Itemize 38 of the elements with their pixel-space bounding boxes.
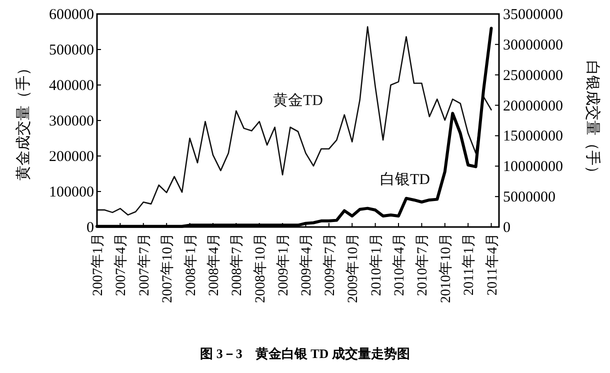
- y2-tick-label: 25000000: [503, 68, 563, 84]
- y2-tick-label: 35000000: [503, 7, 563, 23]
- x-tick-label: 2010年7月: [414, 233, 431, 296]
- x-tick-label: 2008年7月: [229, 233, 246, 296]
- y2-tick-label: 30000000: [503, 37, 563, 54]
- x-tick-label: 2007年7月: [136, 233, 152, 296]
- x-tick-label: 2010年4月: [392, 233, 408, 296]
- x-tick-label: 2008年10月: [252, 233, 268, 303]
- series-label: 白银TD: [380, 171, 430, 188]
- x-tick-label: 2009年7月: [322, 233, 338, 296]
- y-tick-label: 100000: [49, 184, 94, 200]
- x-tick-label: 2009年10月: [345, 233, 362, 303]
- y-tick-label: 400000: [49, 78, 94, 94]
- y-tick-label: 200000: [49, 149, 94, 165]
- x-tick-label: 2008年1月: [182, 233, 199, 296]
- y2-axis-title: 白银成交量（手）: [584, 60, 601, 180]
- y-tick-label: 500000: [49, 42, 94, 58]
- x-tick-label: 2010年10月: [438, 233, 454, 303]
- y-tick-label: 0: [86, 220, 94, 236]
- x-tick-label: 2010年1月: [368, 233, 384, 296]
- y-tick-label: 300000: [49, 114, 94, 130]
- y-tick-label: 600000: [49, 7, 94, 23]
- series-label: 黄金TD: [273, 92, 324, 109]
- x-tick-label: 2009年4月: [298, 233, 315, 296]
- x-tick-label: 2008年4月: [206, 233, 222, 296]
- x-tick-label: 2007年4月: [113, 233, 130, 296]
- x-tick-label: 2009年1月: [276, 233, 292, 296]
- y2-tick-label: 10000000: [503, 159, 563, 176]
- y-axis-title: 黄金成交量（手）: [15, 60, 32, 180]
- y2-tick-label: 0: [503, 220, 510, 236]
- x-tick-label: 2011年1月: [461, 233, 478, 296]
- text: 图 3－3 黄金白银 TD 成交量走势图: [200, 346, 410, 361]
- y2-tick-label: 15000000: [503, 128, 563, 145]
- y2-tick-label: 5000000: [503, 190, 556, 206]
- y2-tick-label: 20000000: [503, 98, 563, 114]
- x-tick-label: 2007年1月: [90, 233, 106, 296]
- x-tick-label: 2011年4月: [484, 233, 500, 296]
- x-tick-label: 2007年10月: [160, 233, 176, 303]
